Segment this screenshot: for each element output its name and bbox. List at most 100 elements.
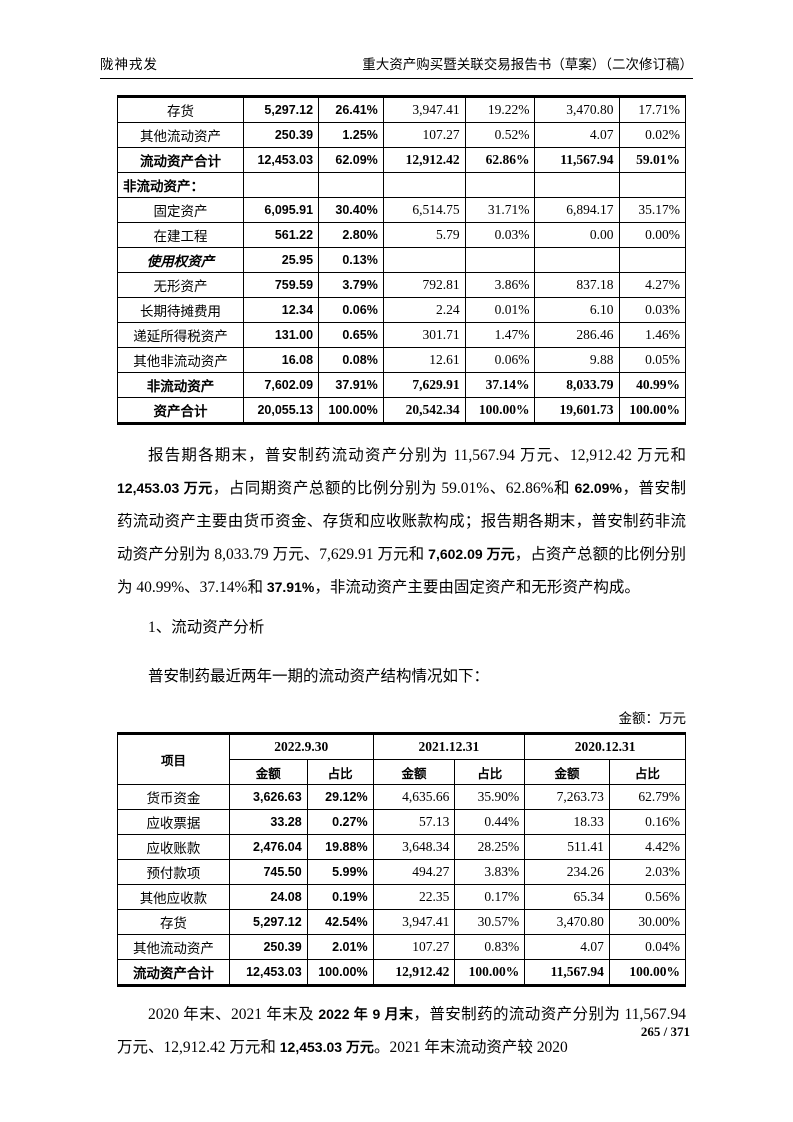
body-text: 报告期各期末，普安制药流动资产分别为 11,567.94 万元、12,912.4… [148, 447, 686, 464]
column-header-period-2021: 2021.12.31 [372, 733, 526, 760]
ratio-cell: 4.42% [608, 834, 687, 860]
ratio-cell: 40.99% [618, 372, 687, 398]
row-label: 应收账款 [117, 834, 230, 860]
table-row: 流动资产合计 12,453.03 62.09% 12,912.42 62.86% 11,5… [116, 147, 687, 173]
amount-cell: 250.39 [228, 934, 308, 960]
body-text: ，非流动资产主要由固定资产和无形资产构成。 [314, 579, 640, 596]
amount-cell: 745.50 [228, 859, 308, 885]
ratio-cell [464, 247, 536, 273]
table-row: 递延所得税资产 131.00 0.65% 301.71 1.47% 286.46 1.46% [116, 322, 687, 348]
amount-cell: 234.26 [524, 859, 610, 885]
row-label: 其他流动资产 [117, 934, 230, 960]
amount-cell: 12,912.42 [382, 147, 466, 173]
row-label: 流动资产合计 [117, 959, 230, 986]
ratio-cell: 3.83% [454, 859, 526, 885]
ratio-cell: 0.01% [464, 297, 536, 323]
emphasized-text: 12,453.03 万元 [117, 480, 213, 496]
current-assets-table-header: 项目 2022.9.30 2021.12.31 2020.12.31 金额 占比… [117, 733, 687, 785]
ratio-cell: 37.14% [464, 372, 536, 398]
amount-cell: 25.95 [243, 247, 320, 273]
ratio-cell: 1.46% [618, 322, 687, 348]
ratio-cell: 1.47% [464, 322, 536, 348]
ratio-cell: 19.22% [464, 96, 536, 123]
ratio-cell: 0.06% [464, 347, 536, 373]
amount-cell: 4.07 [534, 122, 620, 148]
column-header-ratio: 占比 [306, 759, 374, 785]
ratio-cell: 35.90% [454, 784, 526, 810]
emphasized-text: 2022 年 9 月末 [318, 1006, 414, 1022]
amount-cell: 20,542.34 [382, 397, 466, 424]
row-label: 应收票据 [117, 809, 230, 835]
amount-cell [382, 247, 466, 273]
ratio-cell: 37.91% [318, 372, 384, 398]
ratio-cell: 0.03% [618, 297, 687, 323]
amount-cell: 2.24 [382, 297, 466, 323]
amount-cell: 20,055.13 [243, 397, 320, 424]
current-assets-table: 项目 2022.9.30 2021.12.31 2020.12.31 金额 占比… [117, 732, 687, 987]
table-row: 流动资产合计 12,453.03 100.00% 12,912.42 100.00% 11… [117, 959, 687, 986]
amount-cell: 286.46 [534, 322, 620, 348]
table-row: 其他流动资产 250.39 1.25% 107.27 0.52% 4.07 0.02% [116, 122, 687, 148]
amount-cell: 11,567.94 [524, 959, 610, 986]
amount-cell: 131.00 [243, 322, 320, 348]
row-label: 递延所得税资产 [116, 322, 245, 348]
header-company-name: 陇神戎发 [100, 57, 158, 72]
amount-cell: 9.88 [534, 347, 620, 373]
ratio-cell: 0.44% [454, 809, 526, 835]
ratio-cell: 59.01% [618, 147, 687, 173]
table-row: 非流动资产 7,602.09 37.91% 7,629.91 37.14% 8,033.7… [116, 372, 687, 398]
row-label: 预付款项 [117, 859, 230, 885]
amount-cell: 7,602.09 [243, 372, 320, 398]
ratio-cell: 30.57% [454, 909, 526, 935]
ratio-cell: 0.16% [608, 809, 687, 835]
ratio-cell: 0.65% [318, 322, 384, 348]
ratio-cell: 0.27% [306, 809, 374, 835]
header-document-title: 重大资产购买暨关联交易报告书（草案）（二次修订稿） [362, 57, 693, 72]
amount-cell: 11,567.94 [534, 147, 620, 173]
amount-cell: 792.81 [382, 272, 466, 298]
amount-cell: 8,033.79 [534, 372, 620, 398]
lead-in-text: 普安制药最近两年一期的流动资产结构情况如下： [148, 667, 490, 685]
amount-cell [243, 172, 320, 198]
column-header-period-2020: 2020.12.31 [524, 733, 686, 760]
ratio-cell: 62.09% [318, 147, 384, 173]
amount-cell: 250.39 [243, 122, 320, 148]
amount-cell: 561.22 [243, 222, 320, 248]
ratio-cell: 17.71% [618, 96, 687, 123]
body-text: ，普安制药流动资产主要由货币资金、存货和应收账款构成；报告期各期末，普安制药非流… [117, 480, 686, 563]
table-row: 在建工程 561.22 2.80% 5.79 0.03% 0.00 0.00% [116, 222, 687, 248]
paragraph-current-assets-summary: 2020 年末、2021 年末及 2022 年 9 月末，普安制药的流动资产分别… [117, 998, 686, 1064]
ratio-cell: 2.80% [318, 222, 384, 248]
body-text: ，占资产总额的比例分别为 40.99%、37.14%和 [117, 546, 686, 596]
section-heading-current-assets: 1、流动资产分析 [148, 619, 265, 636]
amount-cell: 22.35 [372, 884, 456, 910]
amount-cell: 6,514.75 [382, 197, 466, 223]
ratio-cell [618, 172, 687, 198]
ratio-cell: 0.00% [618, 222, 687, 248]
ratio-cell: 19.88% [306, 834, 374, 860]
amount-cell: 5,297.12 [228, 909, 308, 935]
table-row: 固定资产 6,095.91 30.40% 6,514.75 31.71% 6,894.17… [116, 197, 687, 223]
column-header-item: 项目 [117, 733, 230, 785]
page-number: 265 / 371 [640, 1024, 690, 1039]
ratio-cell: 0.08% [318, 347, 384, 373]
ratio-cell: 0.83% [454, 934, 526, 960]
table-row: 使用权资产 25.95 0.13% [116, 247, 687, 273]
emphasized-text: 12,453.03 万元 [279, 1039, 374, 1055]
amount-cell: 6.10 [534, 297, 620, 323]
body-text: ，普安制药的流动资产分别为 11,567.94 万元、12,912.42 万元和 [117, 1006, 686, 1056]
ratio-cell: 100.00% [318, 397, 384, 424]
amount-cell: 511.41 [524, 834, 610, 860]
table-row: 其他流动资产 250.39 2.01% 107.27 0.83% 4.07 0.04% [117, 934, 687, 960]
row-label: 使用权资产 [116, 247, 245, 273]
table-row: 无形资产 759.59 3.79% 792.81 3.86% 837.18 4.27% [116, 272, 687, 298]
table-row: 非流动资产： [116, 172, 687, 198]
amount-cell [534, 247, 620, 273]
ratio-cell: 30.40% [318, 197, 384, 223]
ratio-cell: 0.04% [608, 934, 687, 960]
ratio-cell: 2.01% [306, 934, 374, 960]
table-row: 预付款项 745.50 5.99% 494.27 3.83% 234.26 2.03% [117, 859, 687, 885]
amount-cell: 3,470.80 [534, 96, 620, 123]
ratio-cell: 0.13% [318, 247, 384, 273]
